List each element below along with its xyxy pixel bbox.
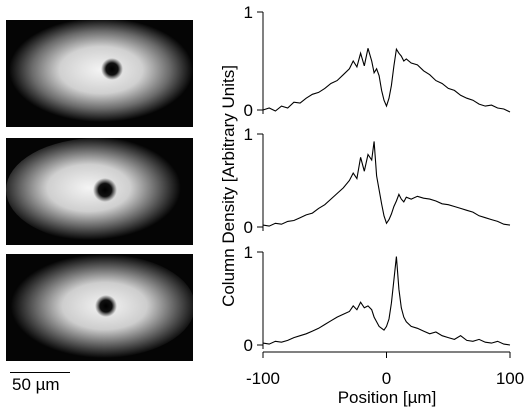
absorption-image-3 (6, 254, 195, 361)
y-tick-label-3-0: 0 (244, 336, 253, 355)
x-tick-label--100: -100 (246, 369, 280, 388)
density-profile-3 (262, 256, 511, 346)
density-profile-2 (262, 141, 511, 227)
scale-bar (10, 372, 70, 373)
y-tick-label-2-0: 0 (244, 218, 253, 237)
y-axis-label: Column Density [Arbitrary Units] (219, 65, 238, 307)
density-profile-1 (262, 47, 511, 113)
atom-cloud-1 (9, 18, 193, 122)
y-tick-label-3-1: 1 (244, 243, 253, 262)
y-tick-label-1-0: 0 (244, 101, 253, 120)
atom-cloud-2 (6, 138, 190, 242)
x-tick-label-0: 0 (382, 369, 391, 388)
atom-cloud-3 (7, 254, 195, 358)
absorption-image-1 (6, 18, 193, 127)
y-tick-label-2-1: 1 (244, 125, 253, 144)
y-tick-label-1-1: 1 (244, 3, 253, 22)
x-tick-label-100: 100 (496, 369, 524, 388)
x-axis-label: Position [µm] (338, 388, 437, 407)
absorption-image-2 (6, 138, 193, 245)
scale-bar-label: 50 µm (12, 375, 60, 394)
